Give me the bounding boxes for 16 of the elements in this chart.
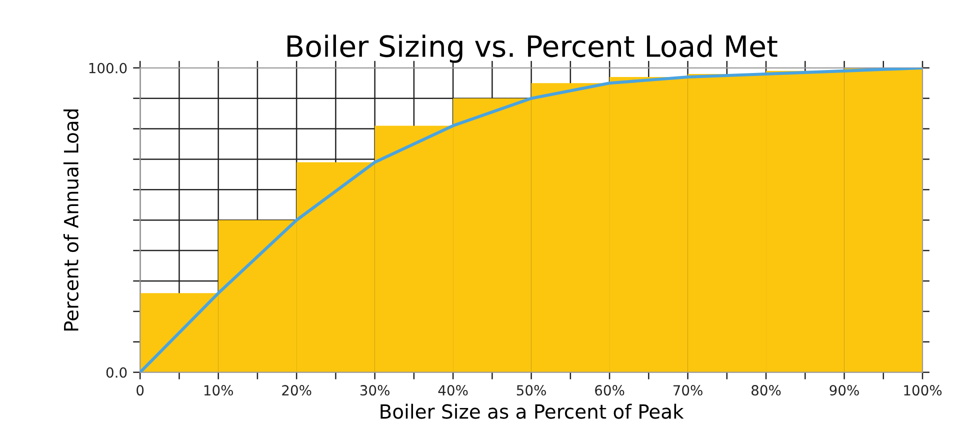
x-tick-label: 10% — [204, 385, 233, 396]
x-tick-label: 100% — [904, 385, 942, 396]
y-tick-label: 0.0 — [106, 367, 127, 378]
x-tick-label: 20% — [282, 385, 312, 396]
y-axis-title: Percent of Annual Load — [63, 110, 79, 331]
x-tick-label: 80% — [752, 385, 781, 396]
chart-title: Boiler Sizing vs. Percent Load Met — [287, 34, 778, 63]
x-tick-label: 70% — [673, 385, 702, 396]
x-tick-label: 40% — [438, 385, 468, 396]
x-tick-label: 50% — [516, 385, 546, 396]
x-tick-label: 30% — [360, 385, 390, 396]
x-tick-label: 60% — [595, 385, 624, 396]
y-tick-label: 100.0 — [89, 62, 127, 74]
x-tick-label: 0 — [136, 385, 144, 396]
x-tick-label: 90% — [830, 385, 859, 396]
x-axis-title: Boiler Size as a Percent of Peak — [380, 404, 684, 419]
